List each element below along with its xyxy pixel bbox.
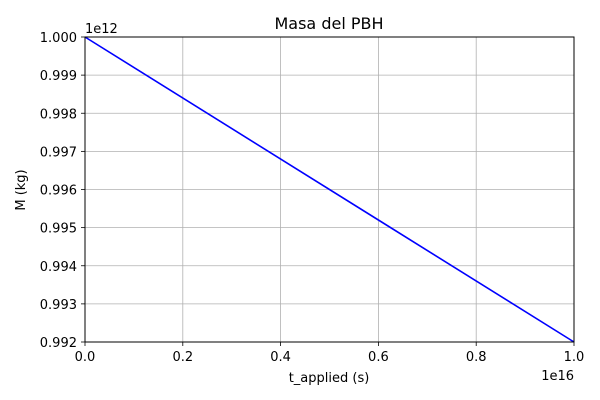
x-tick-label: 0.4 [270, 350, 291, 365]
series [84, 36, 575, 343]
y-tick-label: 0.993 [40, 298, 77, 313]
y-ticks: 0.992 0.993 0.994 0.995 0.996 0.997 0.998 0.999… [40, 31, 85, 351]
x-axis-label: t_applied (s) [289, 371, 370, 386]
y-tick-label: 1.000 [40, 31, 77, 46]
y-tick-label: 0.995 [40, 222, 77, 237]
y-tick-label: 0.996 [40, 184, 77, 199]
x-tick-label: 0.0 [75, 350, 96, 365]
y-tick-label: 0.992 [40, 336, 77, 351]
y-tick-label: 0.999 [40, 69, 77, 84]
x-tick-label: 0.2 [172, 350, 193, 365]
x-tick-label: 1.0 [564, 350, 585, 365]
y-tick-label: 0.998 [40, 107, 77, 122]
x-tick-label: 0.8 [466, 350, 487, 365]
x-tick-label: 0.6 [368, 350, 389, 365]
chart-title: Masa del PBH [274, 14, 383, 33]
y-tick-label: 0.994 [40, 260, 77, 275]
y-tick-label: 0.997 [40, 145, 77, 160]
series-line [84, 36, 575, 343]
y-offset-label: 1e12 [85, 22, 118, 37]
x-offset-label: 1e16 [541, 369, 574, 384]
x-ticks: 0.0 0.2 0.4 0.6 0.8 1.0 [75, 342, 585, 365]
y-axis-label: M (kg) [14, 169, 29, 210]
